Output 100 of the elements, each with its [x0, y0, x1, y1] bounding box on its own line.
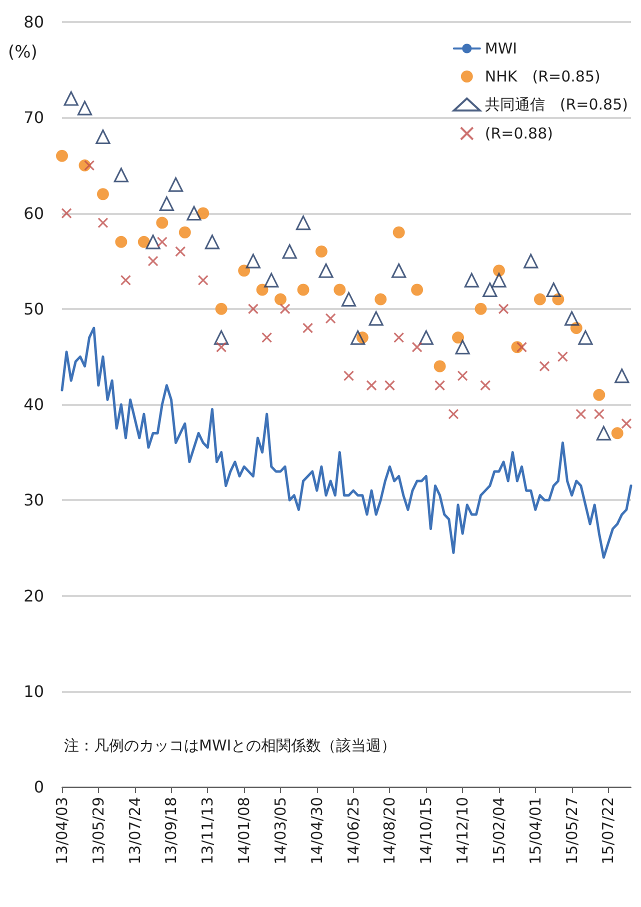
- point: [156, 236, 168, 248]
- point: [534, 293, 546, 306]
- point: [197, 207, 210, 220]
- point: [204, 234, 220, 250]
- point: [341, 292, 356, 307]
- x-tick-label: 14/03/05: [271, 797, 290, 864]
- point: [350, 330, 366, 345]
- x-tick-label: 14/12/10: [454, 797, 472, 864]
- point: [564, 311, 580, 326]
- y-tick-label: 30: [24, 490, 44, 510]
- x-tick-label: 13/04/03: [53, 797, 71, 864]
- point: [611, 427, 624, 440]
- point: [98, 218, 108, 228]
- point: [96, 129, 110, 144]
- point: [168, 177, 184, 192]
- point: [215, 302, 228, 315]
- point: [318, 263, 334, 278]
- point: [156, 216, 168, 229]
- point: [264, 272, 279, 288]
- y-tick-label: 70: [24, 108, 44, 128]
- point: [482, 282, 498, 298]
- point: [557, 351, 568, 362]
- point: [492, 272, 506, 288]
- point: [392, 263, 406, 278]
- point: [452, 332, 464, 344]
- point: [434, 380, 446, 391]
- x-tick-label: 14/08/20: [380, 797, 399, 864]
- line-series: [60, 326, 632, 559]
- point: [120, 274, 132, 286]
- y-tick-label: 0: [34, 778, 44, 796]
- point: [186, 206, 202, 221]
- point: [61, 208, 72, 219]
- legend-label: 共同通信 (R=0.85): [484, 96, 628, 114]
- point: [214, 330, 229, 345]
- point: [593, 388, 606, 401]
- point: [216, 342, 227, 352]
- point: [238, 264, 250, 277]
- point: [325, 313, 336, 324]
- point: [282, 244, 297, 259]
- point: [148, 256, 158, 266]
- x-tick-label: 13/07/24: [126, 797, 144, 864]
- y-tick-label: 20: [24, 586, 44, 606]
- x-tick-label: 13/09/18: [162, 797, 180, 864]
- point: [448, 408, 459, 420]
- point: [178, 226, 191, 238]
- x-tick-label: 14/06/25: [344, 797, 362, 864]
- point: [412, 342, 422, 352]
- point: [578, 330, 593, 345]
- point: [334, 284, 346, 296]
- point: [596, 426, 611, 440]
- point: [480, 380, 491, 391]
- point: [411, 284, 424, 296]
- point: [621, 418, 632, 429]
- point: [614, 368, 630, 384]
- x-tick-label: 15/05/27: [562, 797, 581, 864]
- point: [498, 304, 509, 314]
- point: [516, 342, 528, 352]
- point: [524, 254, 538, 268]
- annotation: 注：凡例のカッコはMWIとの相関係数（該当週）: [64, 736, 396, 754]
- y-tick-label: 60: [24, 204, 44, 223]
- point: [256, 284, 268, 296]
- x-tick-label: 13/11/13: [198, 797, 217, 864]
- point: [262, 332, 272, 343]
- legend-label: MWI: [484, 40, 518, 58]
- x-tick-label: 14/01/08: [235, 797, 254, 864]
- point: [115, 236, 128, 248]
- y-tick-label: 50: [24, 299, 44, 318]
- point: [302, 322, 314, 334]
- point: [594, 408, 604, 420]
- point: [159, 196, 174, 211]
- point: [546, 282, 561, 298]
- point: [394, 332, 404, 343]
- point: [274, 293, 286, 306]
- point: [198, 274, 208, 286]
- point: [114, 168, 128, 182]
- point: [418, 330, 434, 345]
- x-tick-label: 15/02/04: [490, 797, 508, 864]
- point: [464, 272, 479, 288]
- point: [455, 340, 470, 354]
- point: [374, 293, 387, 306]
- point: [96, 188, 109, 200]
- point: [296, 216, 311, 230]
- point: [434, 360, 446, 372]
- x-tick-label: 15/07/22: [599, 797, 618, 864]
- point: [248, 304, 258, 314]
- point: [297, 284, 310, 296]
- point: [77, 100, 92, 116]
- point: [280, 304, 290, 314]
- point: [493, 264, 505, 277]
- y-tick-label: 10: [24, 682, 44, 701]
- point: [576, 408, 586, 420]
- point: [539, 360, 550, 372]
- point: [474, 302, 487, 315]
- point: [315, 246, 328, 258]
- point: [368, 311, 384, 326]
- x-tick-label: 14/04/30: [308, 797, 326, 864]
- legend-label: NHK (R=0.85): [484, 68, 600, 86]
- point: [175, 246, 186, 257]
- legend-label: (R=0.88): [484, 124, 553, 142]
- y-axis-title: (%): [8, 42, 38, 62]
